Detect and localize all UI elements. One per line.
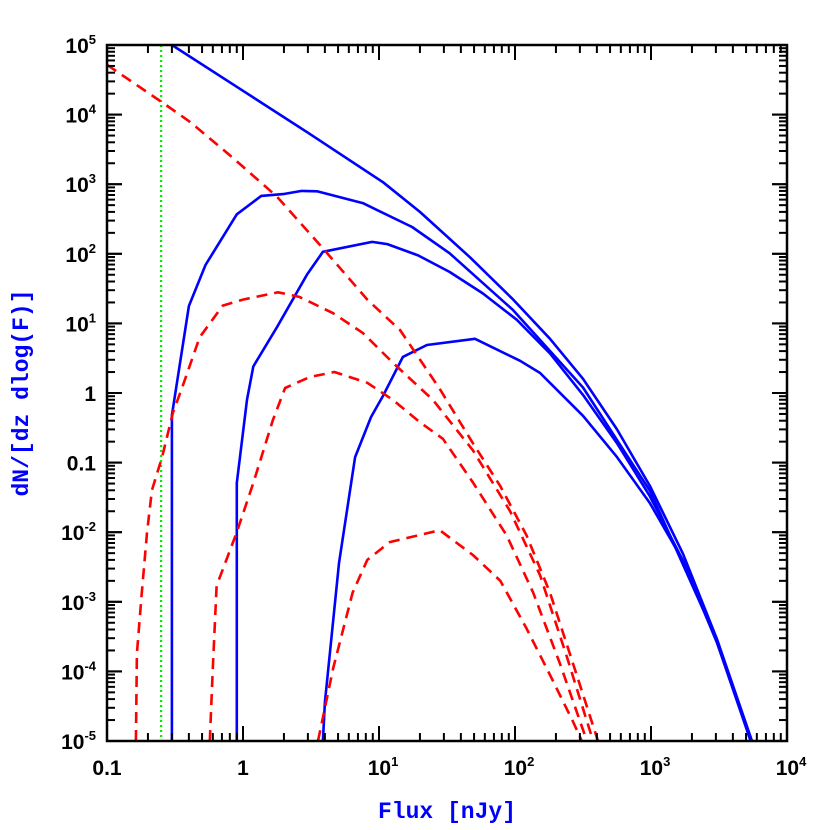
- tick-labels: 0.1 1 101 102 103 104 105 104 103 102 101 1 0.1 10-2 1…: [61, 32, 807, 780]
- series-line-8: [316, 528, 583, 742]
- y-tick-label: 10-5: [61, 728, 96, 754]
- y-tick-label: 103: [65, 171, 96, 197]
- y-tick-label: 1: [84, 383, 96, 406]
- x-tick-label: 101: [368, 754, 399, 780]
- y-tick-label: 105: [65, 32, 96, 58]
- series-line-2: [170, 189, 753, 742]
- x-axis-label: Flux [nJy]: [378, 799, 516, 825]
- y-tick-label: 102: [65, 241, 96, 267]
- series-line-5: [106, 63, 600, 742]
- y-axis-label: dN/[dz dlog(F)]: [9, 289, 35, 496]
- plot-lines: [106, 43, 754, 742]
- x-tick-label: 104: [776, 754, 807, 780]
- series-line-4: [321, 337, 752, 742]
- series-line-7: [208, 370, 589, 742]
- x-tick-label: 103: [640, 754, 671, 780]
- series-line-3: [235, 240, 753, 742]
- y-tick-label: 10-2: [61, 519, 96, 545]
- y-tick-label: 101: [65, 310, 96, 336]
- y-tick-label: 10-4: [61, 658, 97, 684]
- y-tick-label: 0.1: [67, 453, 97, 476]
- plot-frame: [105, 43, 789, 743]
- series-line-6: [134, 291, 595, 742]
- y-tick-label: 104: [65, 102, 96, 128]
- axis-ticks: [106, 44, 788, 742]
- y-tick-label: 10-3: [61, 589, 96, 615]
- series-line-1: [171, 43, 754, 742]
- x-tick-label: 0.1: [92, 757, 122, 780]
- x-tick-label: 1: [237, 757, 249, 780]
- x-tick-label: 102: [504, 754, 535, 780]
